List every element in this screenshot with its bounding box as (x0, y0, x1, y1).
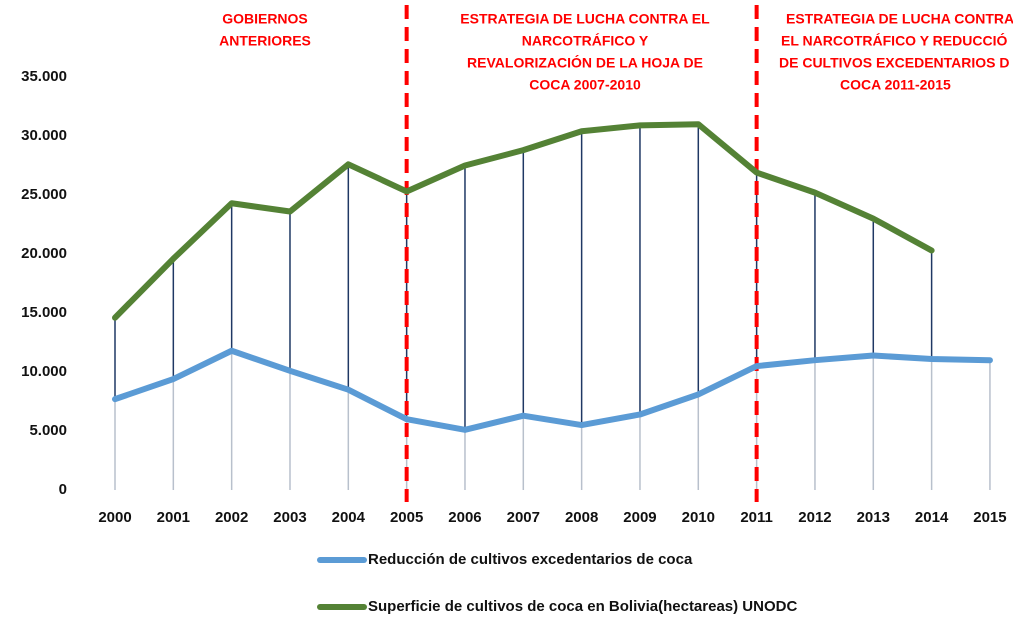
annotation: ESTRATEGIA DE LUCHA CONTRA EL (460, 11, 710, 27)
annotation: COCA 2007-2010 (529, 77, 641, 93)
x-tick-label: 2002 (215, 509, 248, 526)
annotation: ANTERIORES (219, 33, 311, 49)
x-tick-label: 2003 (273, 509, 306, 526)
x-tick-label: 2010 (682, 509, 715, 526)
y-tick-label: 10.000 (21, 363, 67, 380)
x-tick-label: 2015 (973, 509, 1006, 526)
x-tick-label: 2000 (98, 509, 131, 526)
annotation: ESTRATEGIA DE LUCHA CONTRA (786, 11, 1013, 27)
x-tick-label: 2012 (798, 509, 831, 526)
x-tick-label: 2007 (507, 509, 540, 526)
legend-label: Reducción de cultivos excedentarios de c… (368, 551, 693, 568)
x-tick-label: 2011 (740, 509, 773, 526)
annotation: GOBIERNOS (222, 11, 308, 27)
annotation: COCA 2011-2015 (840, 77, 951, 93)
y-tick-label: 5.000 (29, 422, 67, 439)
x-tick-label: 2014 (915, 509, 949, 526)
x-tick-label: 2004 (332, 509, 366, 526)
x-tick-label: 2013 (857, 509, 890, 526)
x-tick-label: 2005 (390, 509, 423, 526)
annotation: REVALORIZACIÓN DE LA HOJA DE (467, 54, 703, 71)
legend-label: Superficie de cultivos de coca en Bolivi… (368, 598, 797, 615)
y-tick-label: 35.000 (21, 68, 67, 85)
y-tick-label: 30.000 (21, 127, 67, 144)
y-tick-label: 20.000 (21, 245, 67, 262)
y-tick-label: 15.000 (21, 304, 67, 321)
x-tick-label: 2006 (448, 509, 481, 526)
series-line (112, 121, 935, 321)
y-tick-label: 0 (59, 481, 67, 498)
annotation: EL NARCOTRÁFICO Y REDUCCIÓ (781, 32, 1007, 49)
x-tick-label: 2009 (623, 509, 656, 526)
annotation: DE CULTIVOS EXCEDENTARIOS D (779, 55, 1010, 71)
y-tick-label: 25.000 (21, 186, 67, 203)
series-line (112, 347, 993, 433)
x-tick-label: 2001 (157, 509, 190, 526)
x-tick-label: 2008 (565, 509, 598, 526)
annotation: NARCOTRÁFICO Y (522, 33, 649, 49)
